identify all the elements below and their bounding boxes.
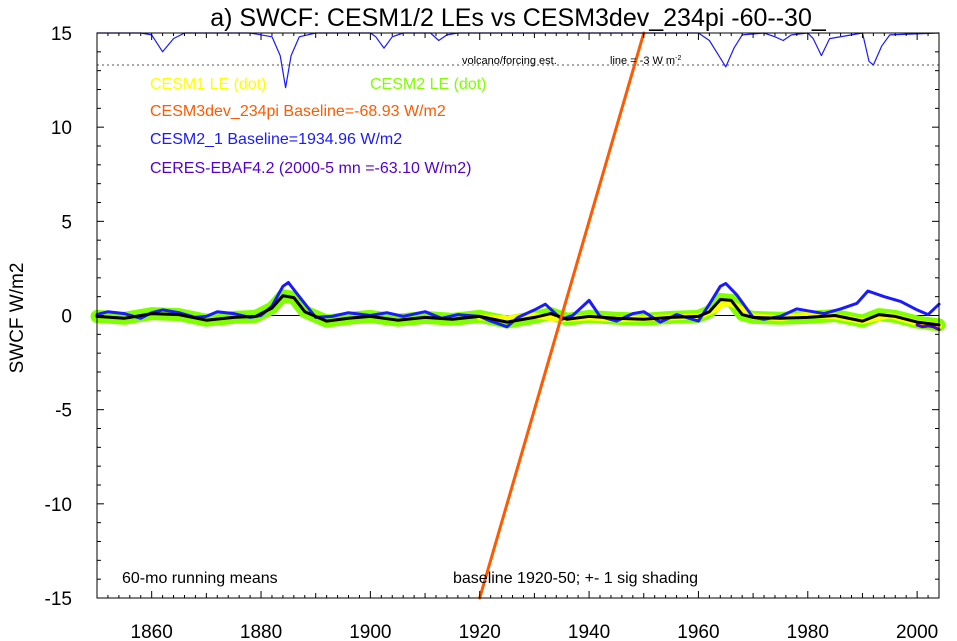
y-axis-label: SWCF W/m2 bbox=[7, 263, 28, 374]
legend-cesm3dev: CESM3dev_234pi Baseline=-68.93 W/m2 bbox=[150, 103, 446, 120]
volcano-label: volcano/forcing est. bbox=[462, 55, 557, 67]
running-means-note: 60-mo running means bbox=[122, 570, 278, 587]
legend-cesm2: CESM2 LE (dot) bbox=[370, 76, 486, 93]
x-tick-label: 1880 bbox=[240, 622, 282, 641]
baseline-note: baseline 1920-50; +- 1 sig shading bbox=[453, 570, 698, 587]
x-tick-label: 1920 bbox=[459, 622, 501, 641]
x-tick-label: 1940 bbox=[568, 622, 610, 641]
line-note: line = -3 W m-2 bbox=[610, 55, 681, 67]
series-ensemble-mean bbox=[95, 294, 941, 327]
x-tick-label: 1860 bbox=[131, 622, 173, 641]
y-tick-label: 5 bbox=[61, 212, 72, 233]
x-tick-label: 1900 bbox=[349, 622, 391, 641]
legend-cesm1: CESM1 LE (dot) bbox=[150, 76, 266, 93]
y-tick-label: 0 bbox=[61, 307, 72, 328]
line-note-sup: -2 bbox=[675, 55, 681, 62]
chart-title: a) SWCF: CESM1/2 LEs vs CESM3dev_234pi -… bbox=[210, 4, 827, 32]
series-layer bbox=[90, 31, 946, 600]
series-ceres-ebaf4-2-2000-5-mn-63-10-w-m2 bbox=[915, 323, 941, 332]
y-tick-label: -15 bbox=[45, 589, 72, 610]
x-tick-label: 2000 bbox=[896, 622, 938, 641]
series-cesm2-1-baseline-1934-96-w-m2 bbox=[95, 281, 941, 329]
legend-cesm2-1: CESM2_1 Baseline=1934.96 W/m2 bbox=[150, 131, 402, 148]
line-note-text: line = -3 W m bbox=[610, 55, 675, 67]
y-tick-label: -10 bbox=[45, 495, 72, 516]
y-tick-label: -5 bbox=[55, 401, 72, 422]
y-tick-label: 10 bbox=[51, 118, 72, 139]
series-volcano-forcing-est bbox=[96, 32, 940, 89]
axes-layer: 1860 1880 1900 1920 1940 1960 1980 2000 15 10 5 0 -5… bbox=[45, 24, 940, 641]
x-tick-label: 1960 bbox=[677, 622, 719, 641]
x-tick-label: 1980 bbox=[787, 622, 829, 641]
legend-ceres: CERES-EBAF4.2 (2000-5 mn =-63.10 W/m2) bbox=[150, 160, 471, 177]
series-cesm3dev-234pi-baseline-68-93-w-m2 bbox=[478, 31, 646, 600]
y-tick-label: 15 bbox=[51, 24, 72, 45]
